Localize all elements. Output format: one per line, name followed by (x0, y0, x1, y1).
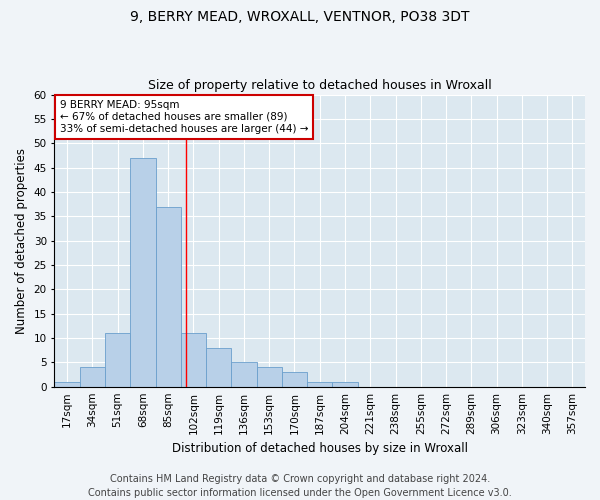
Bar (231, 362, 257, 386)
Bar (257, 367, 282, 386)
Title: Size of property relative to detached houses in Wroxall: Size of property relative to detached ho… (148, 79, 491, 92)
Bar (206, 348, 231, 387)
Bar (332, 382, 358, 386)
Y-axis label: Number of detached properties: Number of detached properties (15, 148, 28, 334)
Bar (155, 206, 181, 386)
Bar (55, 382, 80, 386)
Text: Contains HM Land Registry data © Crown copyright and database right 2024.
Contai: Contains HM Land Registry data © Crown c… (88, 474, 512, 498)
Bar (130, 158, 155, 386)
Bar (282, 372, 307, 386)
X-axis label: Distribution of detached houses by size in Wroxall: Distribution of detached houses by size … (172, 442, 468, 455)
Bar (80, 367, 105, 386)
Text: 9 BERRY MEAD: 95sqm
← 67% of detached houses are smaller (89)
33% of semi-detach: 9 BERRY MEAD: 95sqm ← 67% of detached ho… (60, 100, 308, 134)
Bar (181, 333, 206, 386)
Text: 9, BERRY MEAD, WROXALL, VENTNOR, PO38 3DT: 9, BERRY MEAD, WROXALL, VENTNOR, PO38 3D… (130, 10, 470, 24)
Bar (105, 333, 130, 386)
Bar (307, 382, 332, 386)
